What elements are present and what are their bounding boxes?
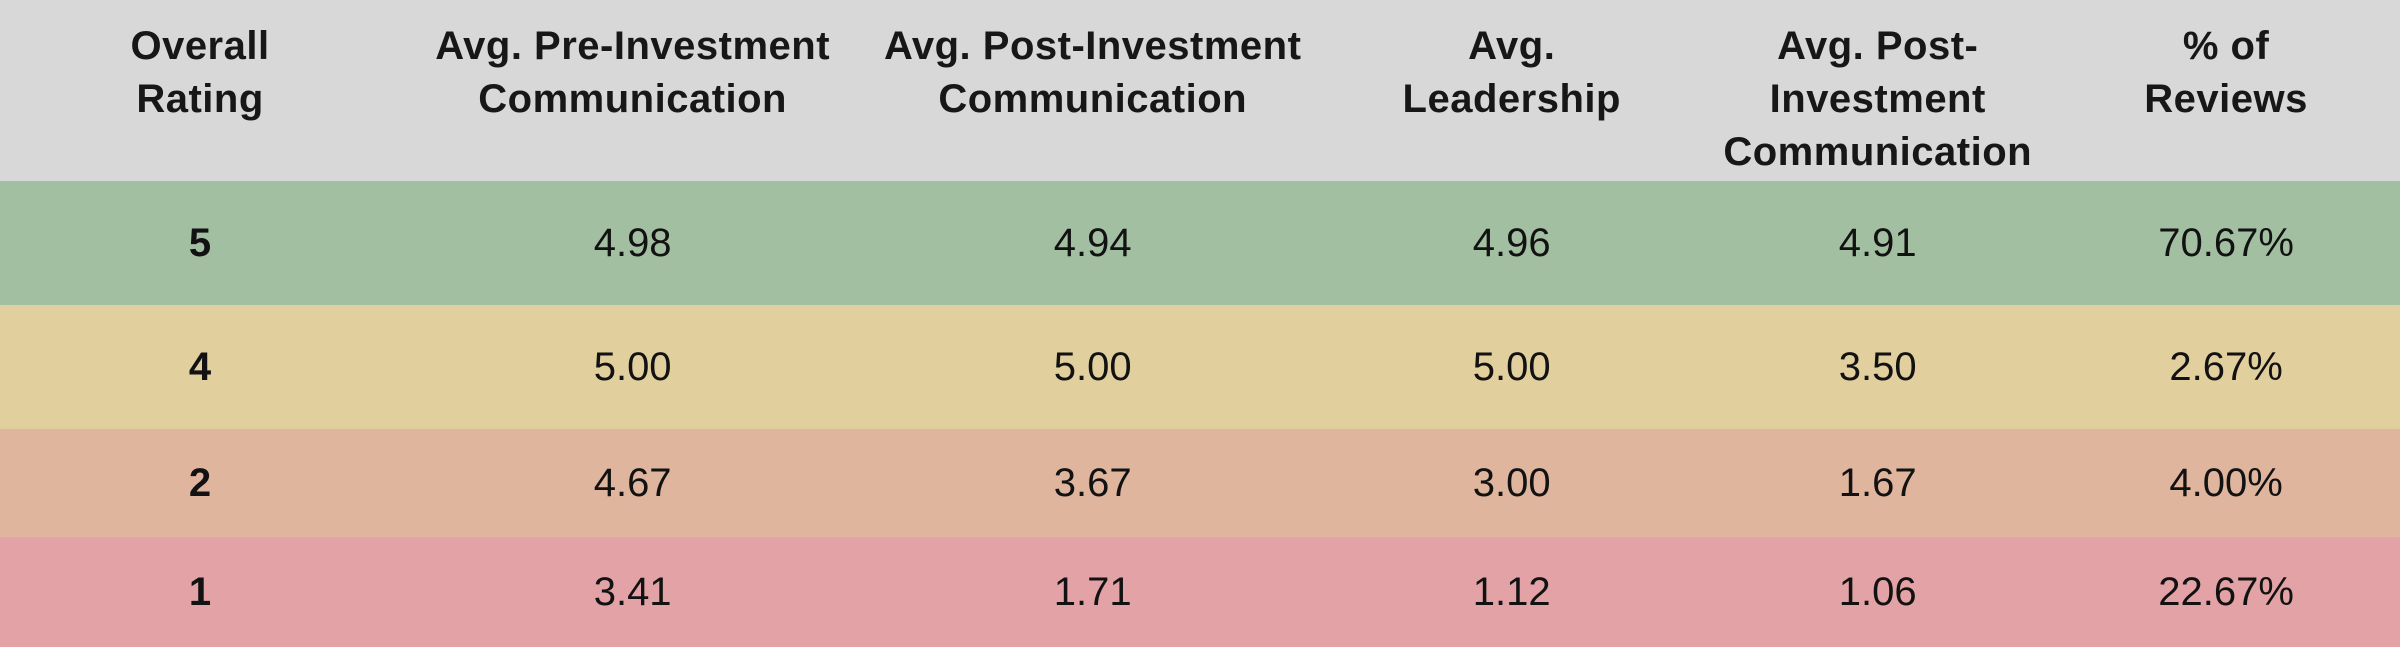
cell-overall-rating: 4	[188, 344, 212, 389]
cell-avg-post-investment-communication-2: 3.50	[1838, 344, 1917, 389]
cell-avg-leadership: 4.96	[1472, 220, 1551, 265]
header-line: Avg. Pre-Investment	[435, 24, 831, 68]
cell-avg-post-investment-communication-2: 1.67	[1838, 460, 1917, 505]
cell-avg-post-investment-communication: 3.67	[1053, 460, 1132, 505]
header-line: Communication	[938, 77, 1248, 121]
header-line: Rating	[136, 77, 264, 121]
header-line: % of	[2182, 24, 2270, 68]
header-row: Overall Rating Avg. Pre-Investment Commu…	[0, 0, 2400, 181]
header-line: Avg.	[1468, 24, 1556, 68]
header-line: Overall	[130, 24, 270, 68]
header-line: Leadership	[1402, 77, 1621, 121]
header-line: Reviews	[2144, 77, 2308, 121]
cell-avg-pre-investment-communication: 5.00	[593, 344, 672, 389]
cell-avg-leadership: 3.00	[1472, 460, 1551, 505]
column-header-avg-leadership: Avg. Leadership	[1320, 0, 1703, 181]
cell-avg-post-investment-communication: 1.71	[1053, 569, 1132, 614]
cell-avg-post-investment-communication-2: 1.06	[1838, 569, 1917, 614]
header-line: Communication	[478, 77, 787, 121]
cell-avg-pre-investment-communication: 4.98	[593, 220, 672, 265]
cell-overall-rating: 2	[188, 460, 212, 505]
cell-avg-post-investment-communication: 5.00	[1053, 344, 1132, 389]
rating-row-1: 1 3.41 1.71 1.12 1.06 22.67%	[0, 537, 2400, 647]
cell-pct-of-reviews: 2.67%	[2169, 344, 2283, 389]
cell-pct-of-reviews: 22.67%	[2158, 569, 2294, 614]
cell-avg-pre-investment-communication: 3.41	[593, 569, 672, 614]
rating-row-4: 4 5.00 5.00 5.00 3.50 2.67%	[0, 305, 2400, 429]
cell-pct-of-reviews: 4.00%	[2169, 460, 2283, 505]
cell-avg-leadership: 5.00	[1472, 344, 1551, 389]
cell-pct-of-reviews: 70.67%	[2158, 220, 2294, 265]
header-line: Avg. Post-Investment	[1769, 24, 1986, 121]
column-header-pct-of-reviews: % of Reviews	[2052, 0, 2400, 181]
cell-overall-rating: 1	[188, 569, 212, 614]
cell-overall-rating: 5	[188, 220, 212, 265]
cell-avg-post-investment-communication: 4.94	[1053, 220, 1132, 265]
header-line: Avg. Post-Investment	[883, 24, 1302, 68]
cell-avg-post-investment-communication-2: 4.91	[1838, 220, 1917, 265]
column-header-avg-post-investment-communication-2: Avg. Post-Investment Communication	[1703, 0, 2052, 181]
cell-avg-leadership: 1.12	[1472, 569, 1551, 614]
cell-avg-pre-investment-communication: 4.67	[593, 460, 672, 505]
column-header-overall-rating: Overall Rating	[0, 0, 400, 181]
column-header-avg-post-investment-communication: Avg. Post-Investment Communication	[865, 0, 1320, 181]
rating-row-2: 2 4.67 3.67 3.00 1.67 4.00%	[0, 429, 2400, 537]
header-line: Communication	[1723, 130, 2033, 174]
column-header-avg-pre-investment-communication: Avg. Pre-Investment Communication	[400, 0, 865, 181]
rating-row-5: 5 4.98 4.94 4.96 4.91 70.67%	[0, 181, 2400, 305]
